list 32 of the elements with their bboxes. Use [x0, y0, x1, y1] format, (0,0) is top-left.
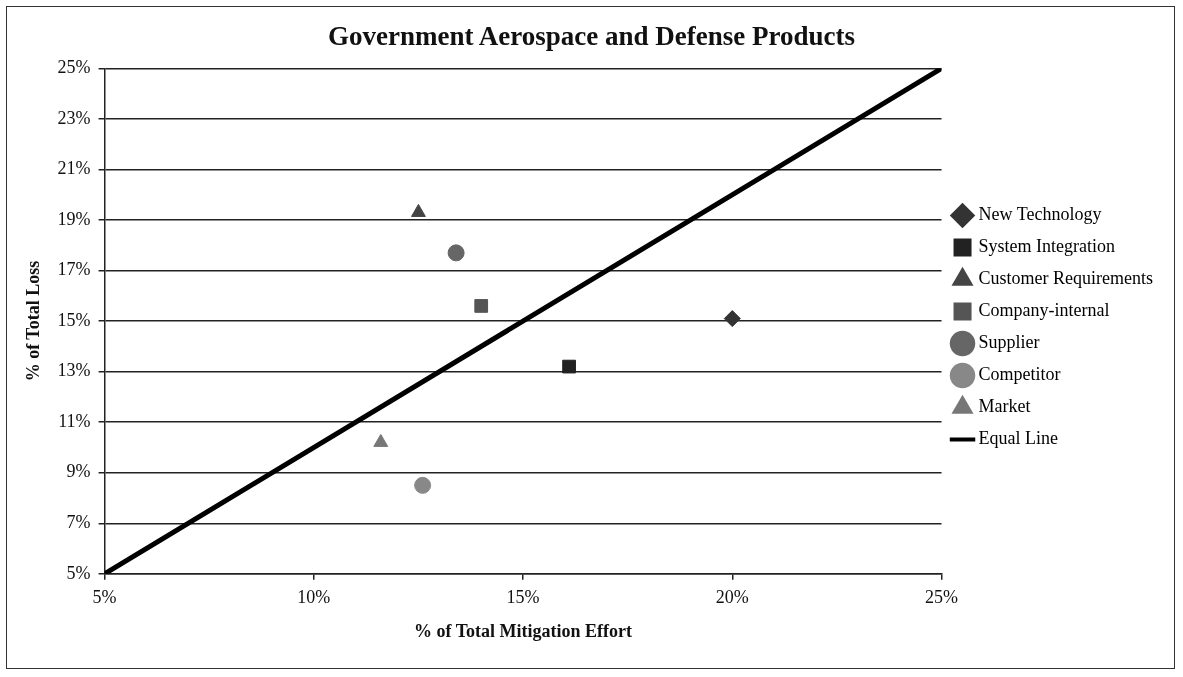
- legend-label: Customer Requirements: [978, 268, 1154, 289]
- legend-label: Company-internal: [978, 300, 1110, 321]
- legend-label: System Integration: [978, 236, 1116, 257]
- point: [562, 359, 576, 374]
- point: [474, 299, 489, 313]
- legend-label: Competitor: [978, 364, 1061, 385]
- chart-title: Government Aerospace and Defense Products: [328, 21, 855, 52]
- x-tick-label: 20%: [715, 587, 749, 608]
- x-axis-title: % of Total Mitigation Effort: [414, 620, 633, 641]
- legend-label: New Technology: [978, 204, 1102, 225]
- legend-label: Market: [978, 396, 1031, 417]
- y-tick-label: 17%: [57, 259, 91, 280]
- y-tick-label: 13%: [57, 360, 91, 381]
- y-tick-label: 9%: [66, 461, 91, 482]
- point: [723, 310, 741, 328]
- y-tick-label: 15%: [57, 309, 91, 330]
- point: [447, 244, 465, 262]
- y-tick-label: 5%: [66, 562, 91, 583]
- y-tick-label: 19%: [57, 208, 91, 229]
- y-tick-label: 25%: [57, 57, 91, 78]
- point: [414, 476, 432, 494]
- legend-label: Supplier: [978, 332, 1040, 353]
- x-tick-label: 25%: [925, 587, 959, 608]
- legend-label: Equal Line: [978, 428, 1059, 449]
- y-tick-label: 23%: [57, 107, 91, 128]
- y-tick-label: 7%: [66, 511, 91, 532]
- y-tick-label: 11%: [58, 410, 91, 431]
- x-tick-label: 10%: [297, 587, 331, 608]
- y-tick-label: 21%: [57, 158, 91, 179]
- y-axis-title: % of Total Loss: [23, 260, 44, 382]
- x-tick-label: 15%: [506, 587, 540, 608]
- x-tick-label: 5%: [92, 587, 117, 608]
